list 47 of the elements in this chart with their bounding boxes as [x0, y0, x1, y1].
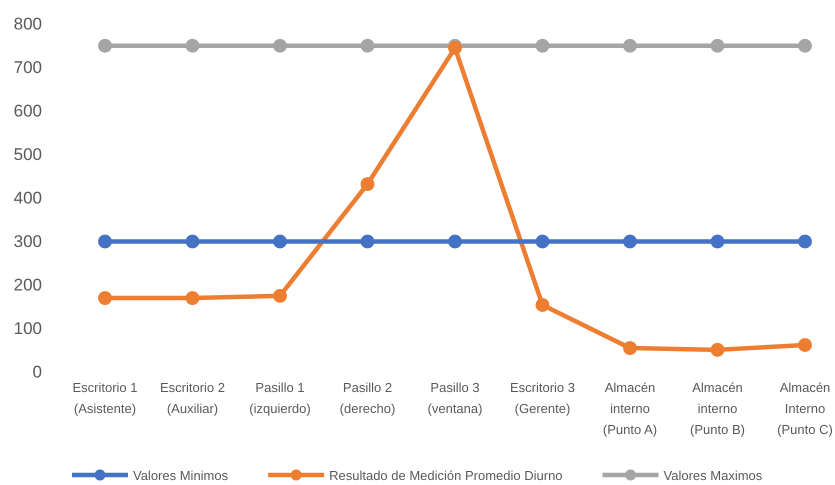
y-tick-label: 0 — [32, 362, 42, 382]
point — [710, 234, 724, 248]
point — [273, 234, 287, 248]
x-tick-label: Pasillo 3 (ventana) — [428, 380, 482, 416]
x-tick-label: Escritorio 1 (Asistente) — [72, 380, 138, 416]
point — [98, 291, 112, 305]
legend-label: Valores Minimos — [133, 468, 229, 483]
point — [623, 234, 637, 248]
point — [623, 38, 637, 53]
x-tick-label: Pasillo 2 (derecho) — [340, 380, 396, 416]
point — [98, 234, 112, 248]
legend-label: Valores Maximos — [664, 468, 763, 483]
point — [273, 288, 287, 303]
legend-label: Resultado de Medición Promedio Diurno — [329, 468, 563, 483]
x-tick-label: Almacén Interno (Punto C) — [777, 380, 833, 437]
point — [536, 234, 550, 248]
y-tick-label: 700 — [14, 58, 42, 77]
point — [710, 38, 724, 53]
point — [448, 41, 462, 55]
point — [360, 38, 374, 53]
x-tick-label: Pasillo 1 (izquierdo) — [249, 380, 311, 416]
point — [360, 177, 374, 191]
y-tick-label: 400 — [14, 188, 42, 208]
point — [798, 38, 812, 53]
y-tick-label: 200 — [14, 275, 42, 294]
point — [186, 38, 200, 53]
x-tick-label: Escritorio 2 (Auxiliar) — [160, 380, 226, 416]
x-tick-label: Escritorio 3 (Gerente) — [510, 380, 576, 416]
point — [98, 38, 112, 53]
point — [710, 342, 724, 357]
x-tick-label: Almacén interno (Punto B) — [690, 380, 745, 437]
point — [536, 38, 550, 53]
y-tick-label: 600 — [14, 101, 42, 120]
point — [798, 234, 812, 248]
point — [273, 38, 287, 53]
y-tick-label: 800 — [14, 14, 42, 34]
point — [360, 234, 374, 248]
point — [448, 234, 462, 248]
x-tick-label: Almacén interno (Punto A) — [602, 380, 658, 437]
y-tick-label: 500 — [14, 144, 42, 164]
point — [186, 291, 200, 305]
y-tick-label: 300 — [14, 232, 42, 251]
point — [536, 298, 550, 312]
y-tick-label: 100 — [14, 318, 42, 338]
point — [798, 338, 812, 352]
point — [186, 234, 200, 248]
point — [623, 341, 637, 355]
